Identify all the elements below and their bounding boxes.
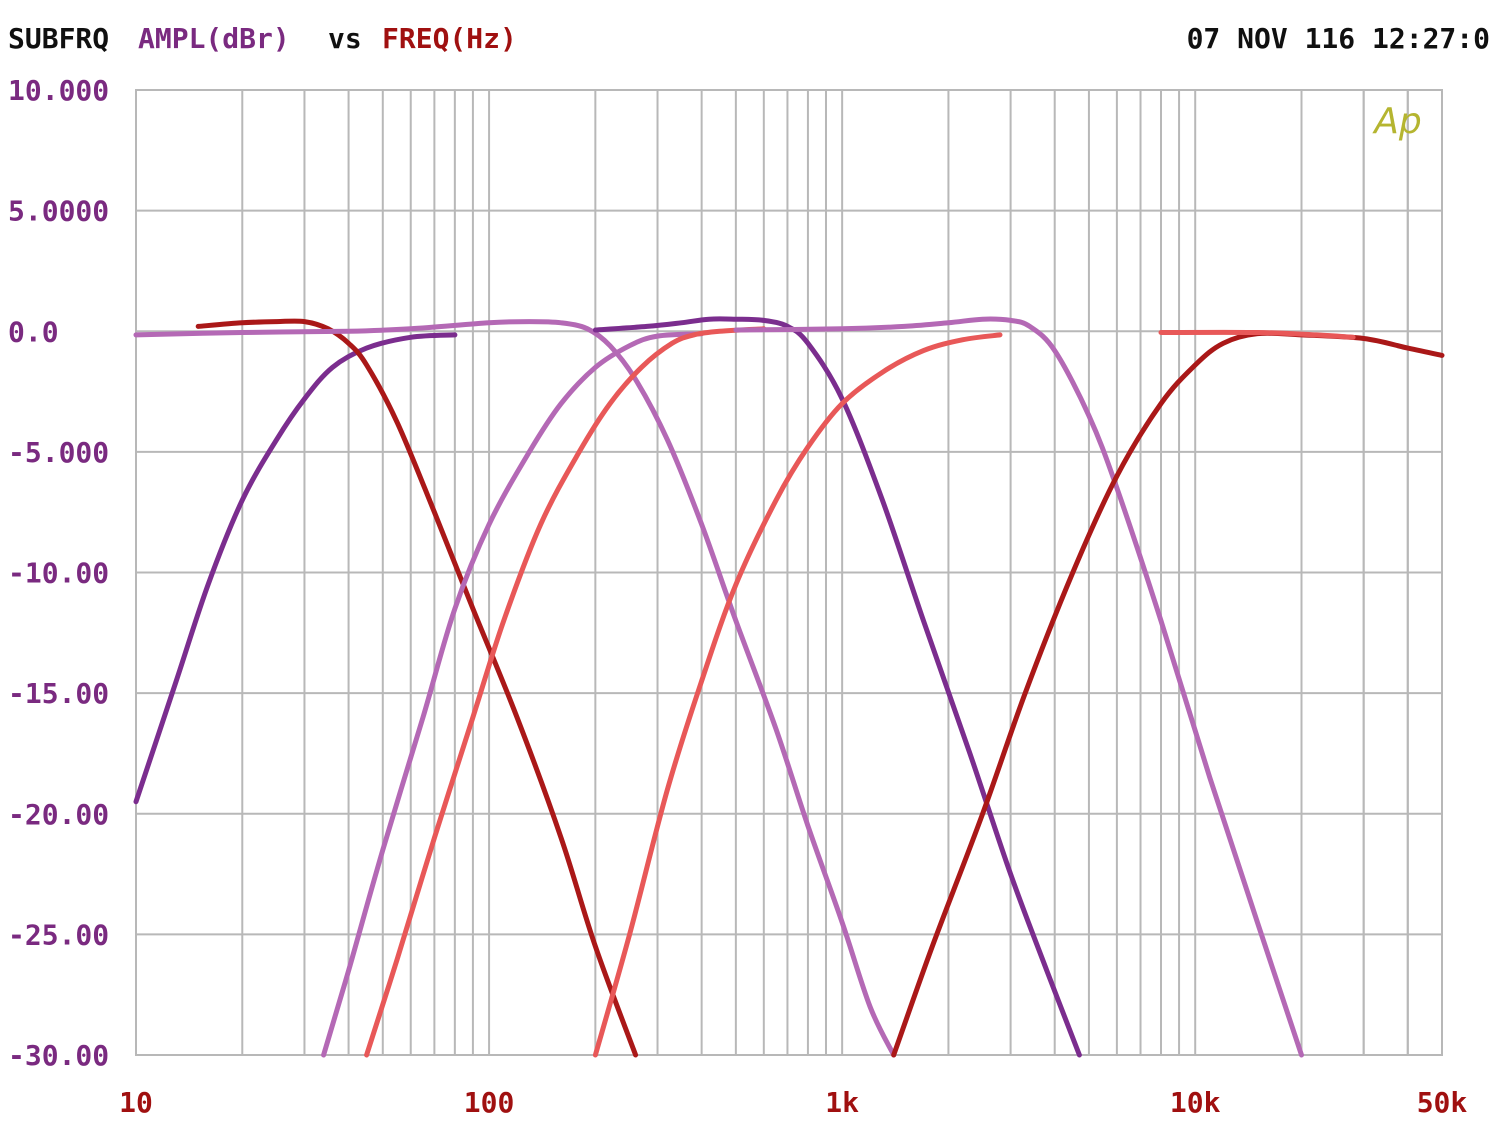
- y-tick-label: -25.00: [8, 918, 109, 951]
- series-line-7: [592, 332, 1003, 1058]
- header-y-label: AMPL(dBr): [138, 22, 290, 55]
- chart-grid: [135, 89, 1443, 1056]
- series-line-1: [133, 332, 458, 805]
- series-line-8: [733, 316, 1304, 1058]
- y-tick-label: -10.00: [8, 557, 109, 590]
- x-tick-label: 10k: [1170, 1086, 1221, 1119]
- series-line-3: [133, 319, 897, 1058]
- header-x-label: FREQ(Hz): [382, 22, 517, 55]
- ap-watermark: Ap: [1372, 101, 1421, 142]
- y-tick-label: -15.00: [8, 677, 109, 710]
- y-tick-label: 10.000: [8, 74, 109, 107]
- y-tick-label: -30.00: [8, 1039, 109, 1072]
- y-tick-label: -20.00: [8, 798, 109, 831]
- y-tick-label: -5.000: [8, 436, 109, 469]
- header-vs: vs: [328, 22, 362, 55]
- y-axis-ticks: 10.000 5.0000 0.0 -5.000 -10.00 -15.00 -20.00 -…: [8, 74, 109, 1072]
- series-line-4: [321, 331, 705, 1058]
- x-tick-label: 10: [119, 1086, 153, 1119]
- y-tick-label: 5.0000: [8, 195, 109, 228]
- series-line-6: [592, 316, 1082, 1058]
- y-tick-label: 0.0: [8, 315, 59, 348]
- series-group: [133, 316, 1445, 1058]
- plot-frame: [135, 89, 1443, 1056]
- x-tick-label: 100: [464, 1086, 515, 1119]
- x-axis-ticks: 10 100 1k 10k 50k: [119, 1086, 1467, 1119]
- header-prefix: SUBFRQ: [8, 22, 109, 55]
- x-tick-label: 1k: [825, 1086, 859, 1119]
- series-line-10: [1158, 329, 1356, 340]
- series-line-2: [195, 318, 639, 1058]
- x-tick-label: 50k: [1417, 1086, 1468, 1119]
- series-line-5: [364, 326, 767, 1058]
- header-timestamp: 07 NOV 116 12:27:0: [1187, 22, 1490, 55]
